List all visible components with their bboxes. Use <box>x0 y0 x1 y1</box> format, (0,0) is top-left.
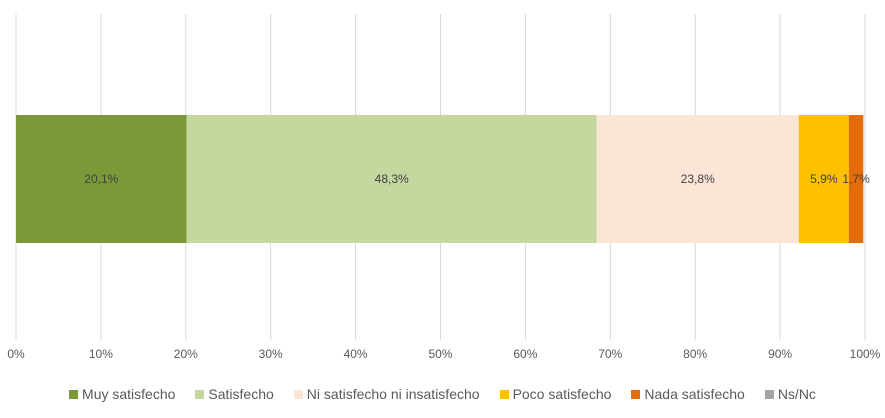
x-tick-label: 70% <box>598 347 622 361</box>
bar-segment <box>186 115 597 243</box>
legend-item: Ns/Nc <box>764 386 816 402</box>
legend-label: Muy satisfecho <box>82 386 176 402</box>
legend-swatch <box>69 389 79 399</box>
legend-label: Ni satisfecho ni insatisfecho <box>306 386 480 402</box>
x-tick-label: 50% <box>428 347 452 361</box>
data-label: 48,3% <box>375 172 409 186</box>
data-label: 23,8% <box>681 172 715 186</box>
legend-item: Poco satisfecho <box>499 386 612 402</box>
x-tick-label: 60% <box>513 347 537 361</box>
x-tick-label: 0% <box>7 347 25 361</box>
legend-item: Ni satisfecho ni insatisfecho <box>293 386 480 402</box>
bar-segment <box>798 115 849 243</box>
data-labels: 20,1% 48,3% 23,8% 5,9% 1,7% <box>84 172 870 186</box>
legend-swatch <box>764 389 774 399</box>
legend-label: Satisfecho <box>208 386 274 402</box>
data-label: 1,7% <box>842 172 870 186</box>
legend-item: Nada satisfecho <box>631 386 745 402</box>
stacked-bar-chart: 20,1% 48,3% 23,8% 5,9% 1,7% 0% 10% 20% 30% 40% 50… <box>7 14 881 361</box>
x-tick-label: 80% <box>683 347 707 361</box>
data-label: 5,9% <box>810 172 838 186</box>
x-tick-label: 20% <box>174 347 198 361</box>
bar-segments <box>16 115 864 243</box>
x-tick-label: 40% <box>344 347 368 361</box>
legend: Muy satisfecho Satisfecho Ni satisfecho ni… <box>0 386 885 402</box>
legend-swatch <box>499 389 509 399</box>
bar-segment <box>16 115 187 243</box>
bar-segment <box>848 115 864 243</box>
x-tick-label: 90% <box>768 347 792 361</box>
legend-label: Nada satisfecho <box>644 386 745 402</box>
legend-label: Poco satisfecho <box>512 386 612 402</box>
x-tick-label: 10% <box>89 347 113 361</box>
x-tick-label: 100% <box>850 347 881 361</box>
legend-label: Ns/Nc <box>777 386 816 402</box>
legend-swatch <box>293 389 303 399</box>
x-axis-tick-labels: 0% 10% 20% 30% 40% 50% 60% 70% 80% 90% 100% <box>7 347 880 361</box>
legend-item: Muy satisfecho <box>69 386 175 402</box>
legend-item: Satisfecho <box>195 386 274 402</box>
bar-segment <box>596 115 799 243</box>
x-tick-label: 30% <box>259 347 283 361</box>
data-label: 20,1% <box>84 172 118 186</box>
legend-swatch <box>631 389 641 399</box>
legend-swatch <box>195 389 205 399</box>
